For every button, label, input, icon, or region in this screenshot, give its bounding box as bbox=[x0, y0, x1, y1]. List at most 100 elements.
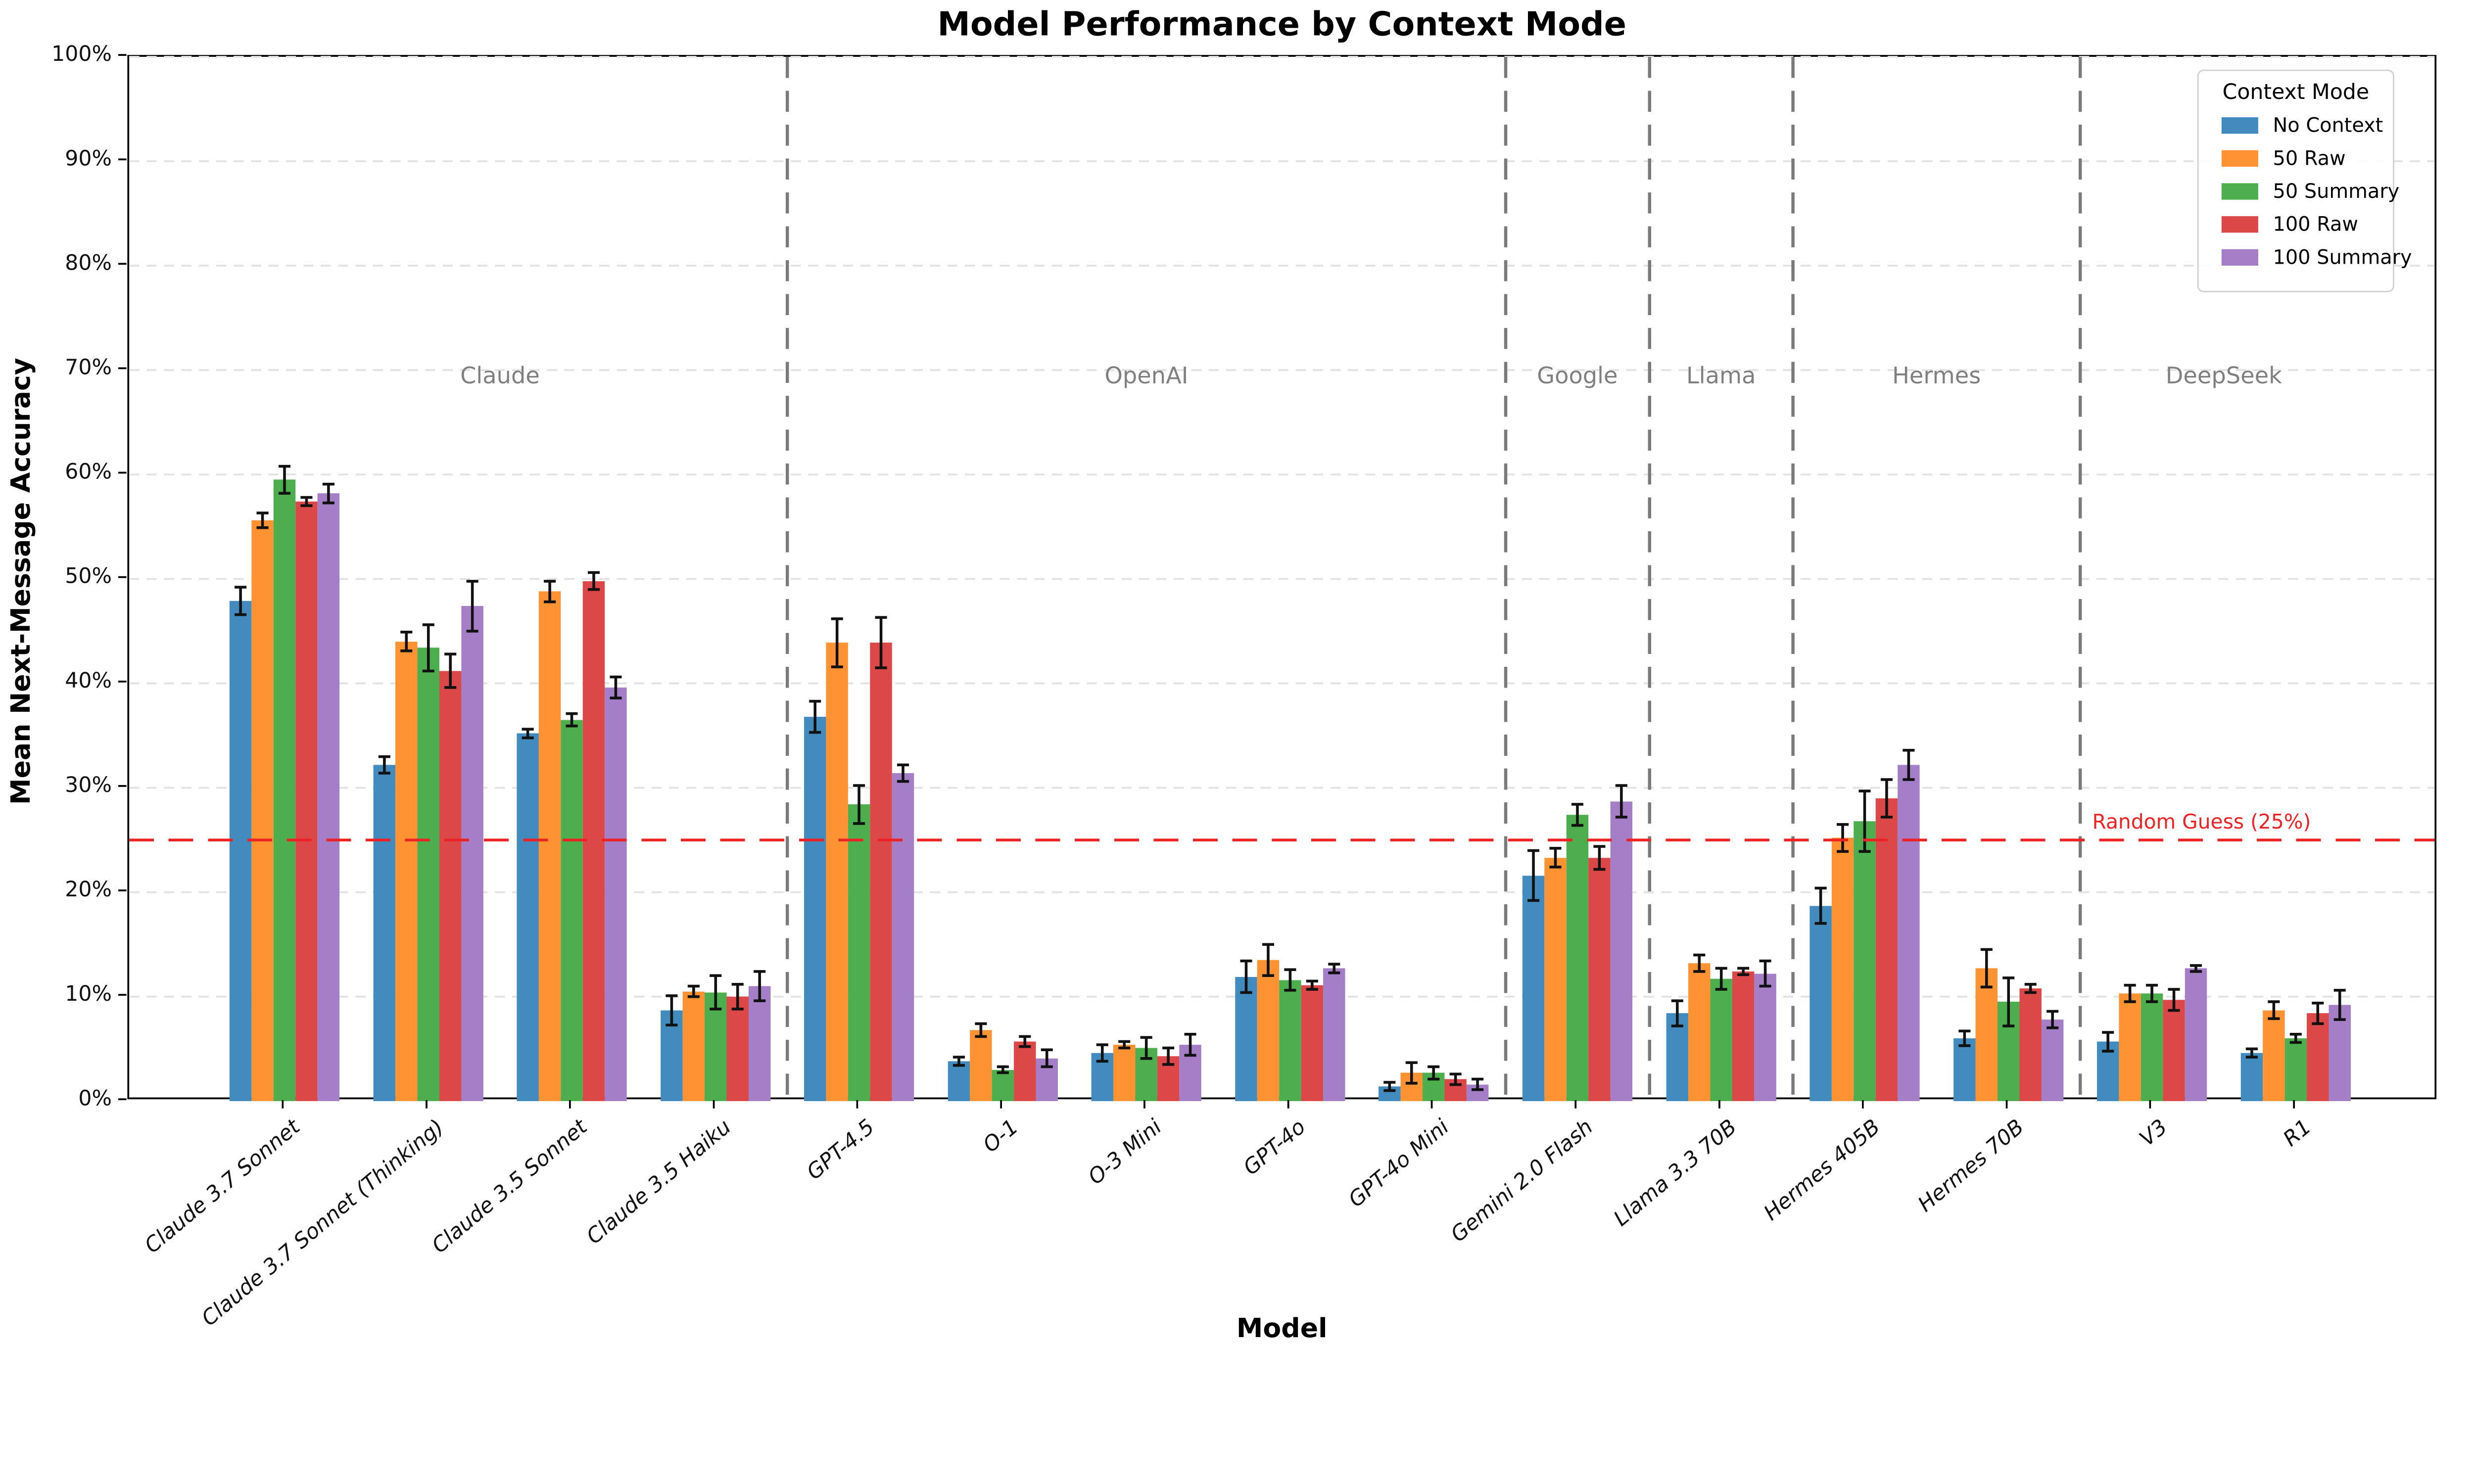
error-bar-cap bbox=[875, 666, 887, 669]
legend-swatch-icon bbox=[2221, 183, 2258, 200]
error-bar bbox=[2316, 1003, 2319, 1024]
error-bar-cap bbox=[1472, 1077, 1484, 1081]
error-bar-cap bbox=[853, 822, 865, 825]
bar bbox=[1522, 875, 1545, 1101]
group-label: Claude bbox=[460, 362, 540, 389]
error-bar-cap bbox=[588, 571, 600, 574]
bar bbox=[704, 992, 727, 1101]
error-bar-cap bbox=[1737, 967, 1749, 970]
error-bar-cap bbox=[466, 630, 478, 633]
error-bar-cap bbox=[1759, 960, 1771, 963]
error-bar bbox=[1576, 804, 1579, 826]
error-bar-cap bbox=[897, 780, 909, 783]
error-bar bbox=[1675, 1001, 1679, 1026]
bar bbox=[373, 765, 395, 1101]
error-bar bbox=[670, 995, 673, 1025]
error-bar-cap bbox=[1427, 1065, 1440, 1068]
error-bar-cap bbox=[853, 784, 865, 788]
error-bar-cap bbox=[1737, 973, 1749, 976]
y-tick-mark bbox=[118, 576, 127, 578]
bar bbox=[1235, 976, 1257, 1101]
error-bar-cap bbox=[1759, 984, 1771, 988]
bar bbox=[969, 1030, 992, 1101]
error-bar bbox=[957, 1057, 960, 1066]
error-bar-cap bbox=[378, 755, 390, 758]
error-bar-cap bbox=[2190, 970, 2202, 973]
error-bar-cap bbox=[1527, 849, 1540, 852]
error-bar-cap bbox=[753, 970, 765, 973]
error-bar-cap bbox=[278, 464, 291, 468]
error-bar bbox=[879, 617, 883, 668]
error-bar-cap bbox=[235, 613, 247, 616]
bar bbox=[2119, 993, 2141, 1101]
error-bar bbox=[1719, 968, 1723, 990]
bar bbox=[1566, 815, 1589, 1101]
error-bar-cap bbox=[610, 696, 622, 699]
error-bar bbox=[1123, 1041, 1126, 1048]
x-axis-label: Model bbox=[1236, 1312, 1328, 1344]
error-bar-cap bbox=[2245, 1047, 2258, 1051]
error-bar-cap bbox=[1118, 1040, 1131, 1043]
bar bbox=[1013, 1041, 1036, 1101]
error-bar-cap bbox=[2245, 1056, 2258, 1059]
y-gridline bbox=[129, 473, 2435, 476]
error-bar-cap bbox=[1958, 1044, 1971, 1047]
x-tick-mark bbox=[2149, 1100, 2151, 1109]
error-bar-cap bbox=[1814, 922, 1827, 925]
error-bar-cap bbox=[2124, 983, 2136, 987]
group-label: DeepSeek bbox=[2165, 362, 2282, 389]
error-bar-cap bbox=[1240, 960, 1252, 963]
error-bar-cap bbox=[1593, 845, 1606, 848]
error-bar-cap bbox=[831, 617, 843, 620]
bar bbox=[317, 493, 340, 1101]
legend-item: No Context bbox=[2221, 114, 2383, 137]
error-bar-cap bbox=[1715, 967, 1727, 970]
y-tick-label: 60% bbox=[65, 459, 112, 484]
bar bbox=[826, 643, 849, 1101]
y-tick-mark bbox=[118, 471, 127, 474]
error-bar bbox=[548, 581, 551, 602]
error-bar-cap bbox=[952, 1064, 965, 1067]
error-bar-cap bbox=[256, 526, 269, 529]
error-bar-cap bbox=[831, 665, 843, 668]
bar bbox=[1809, 906, 1832, 1101]
group-label: Hermes bbox=[1892, 362, 1981, 389]
error-bar bbox=[2294, 1034, 2297, 1043]
y-tick-label: 70% bbox=[65, 354, 112, 379]
bar bbox=[726, 996, 749, 1101]
bar bbox=[1610, 801, 1633, 1101]
bar bbox=[1301, 985, 1323, 1101]
error-bar bbox=[1554, 848, 1557, 868]
bar bbox=[804, 717, 826, 1101]
error-bar-cap bbox=[1449, 1072, 1462, 1075]
legend-item: 50 Raw bbox=[2221, 147, 2382, 170]
y-gridline bbox=[129, 160, 2435, 162]
error-bar-cap bbox=[1671, 999, 1683, 1003]
error-bar bbox=[2272, 1002, 2275, 1019]
error-bar-cap bbox=[1406, 1082, 1418, 1085]
error-bar-cap bbox=[1903, 778, 1915, 781]
error-bar bbox=[2029, 984, 2032, 993]
chart-title: Model Performance by Context Mode bbox=[937, 4, 1626, 44]
error-bar-cap bbox=[1096, 1043, 1109, 1046]
x-tick-mark bbox=[856, 1100, 858, 1109]
bar bbox=[892, 773, 914, 1101]
y-tick-label: 30% bbox=[65, 772, 112, 797]
y-gridline bbox=[129, 369, 2435, 371]
bar bbox=[605, 687, 627, 1101]
error-bar bbox=[1045, 1050, 1048, 1067]
error-bar-cap bbox=[322, 501, 334, 505]
error-bar-cap bbox=[666, 994, 678, 997]
bar bbox=[2329, 1005, 2351, 1101]
bar bbox=[2019, 988, 2042, 1101]
error-bar-cap bbox=[2002, 976, 2014, 979]
error-bar-cap bbox=[2289, 1033, 2302, 1036]
y-tick-mark bbox=[118, 1098, 127, 1101]
error-bar bbox=[1244, 961, 1248, 993]
error-bar-cap bbox=[709, 974, 722, 977]
bar bbox=[2240, 1053, 2263, 1101]
bar bbox=[417, 648, 439, 1101]
error-bar-cap bbox=[809, 699, 821, 703]
x-tick-mark bbox=[1000, 1100, 1002, 1109]
error-bar-cap bbox=[1041, 1048, 1053, 1052]
